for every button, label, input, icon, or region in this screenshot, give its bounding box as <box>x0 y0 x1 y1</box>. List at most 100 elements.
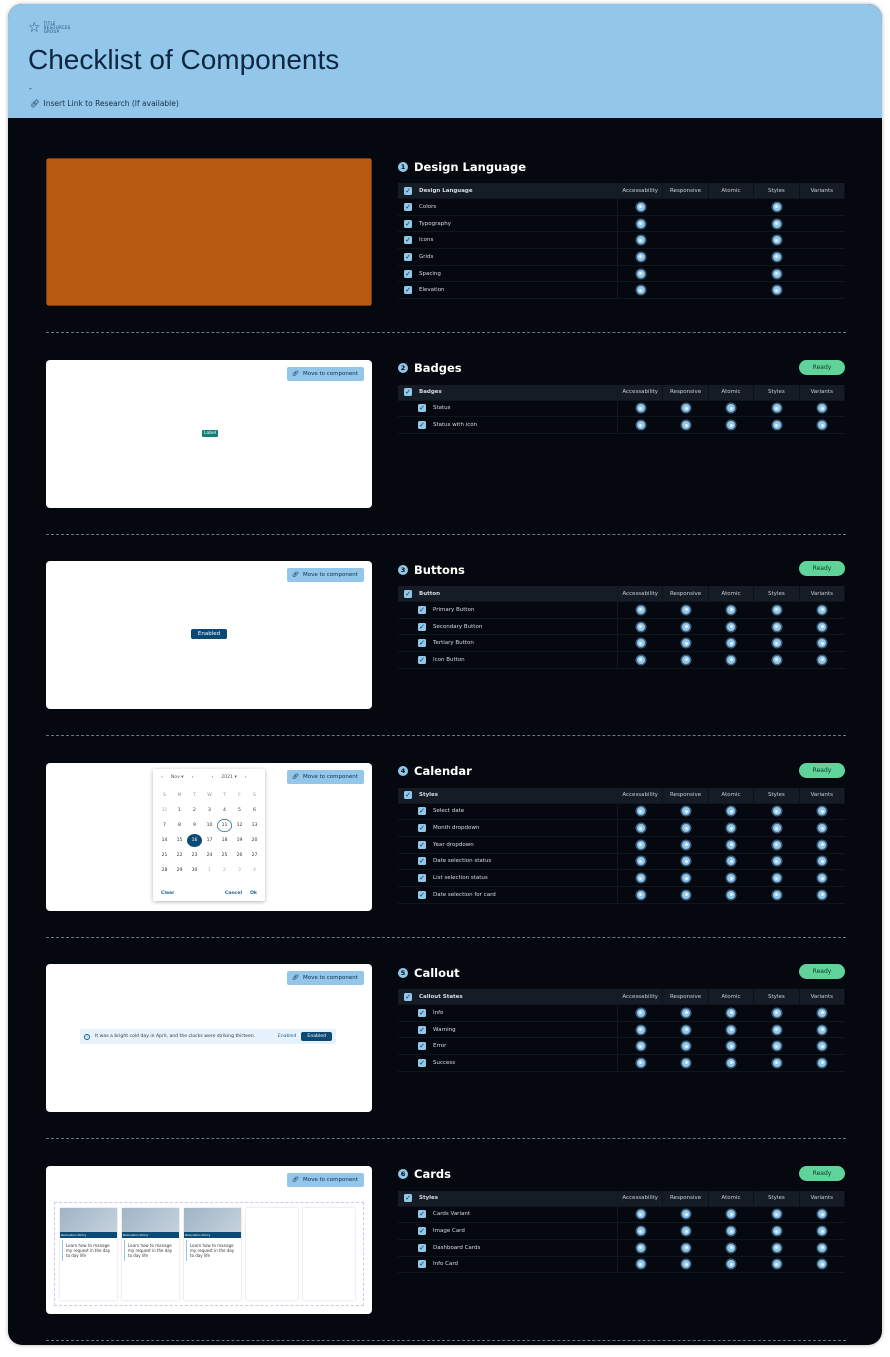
radio-dot-icon[interactable] <box>772 269 781 278</box>
calendar-day[interactable]: 13 <box>251 822 258 828</box>
radio-dot-icon[interactable] <box>727 1243 736 1252</box>
radio-dot-icon[interactable] <box>727 605 736 614</box>
radio-dot-icon[interactable] <box>682 857 691 866</box>
calendar-day[interactable]: 27 <box>251 852 258 858</box>
radio-dot-icon[interactable] <box>772 857 781 866</box>
radio-dot-icon[interactable] <box>727 1042 736 1051</box>
radio-dot-icon[interactable] <box>772 1260 781 1269</box>
radio-dot-icon[interactable] <box>772 202 781 211</box>
radio-dot-icon[interactable] <box>772 404 781 413</box>
radio-dot-icon[interactable] <box>636 252 645 261</box>
calendar-day[interactable]: 1 <box>208 867 211 873</box>
group-checkbox[interactable]: ✓ <box>404 992 412 1001</box>
calendar-day[interactable]: 22 <box>176 852 183 858</box>
radio-dot-icon[interactable] <box>636 1210 645 1219</box>
row-checkbox[interactable]: ✓ <box>418 639 426 648</box>
next-month-icon[interactable]: › <box>191 774 194 780</box>
callout-button[interactable]: Enabled <box>301 1032 332 1041</box>
radio-dot-icon[interactable] <box>818 1025 827 1034</box>
calendar-day[interactable]: 2 <box>193 807 196 813</box>
radio-dot-icon[interactable] <box>727 824 736 833</box>
radio-dot-icon[interactable] <box>727 655 736 664</box>
radio-dot-icon[interactable] <box>727 1227 736 1236</box>
radio-dot-icon[interactable] <box>727 857 736 866</box>
radio-dot-icon[interactable] <box>818 605 827 614</box>
radio-dot-icon[interactable] <box>682 1008 691 1017</box>
radio-dot-icon[interactable] <box>636 639 645 648</box>
radio-dot-icon[interactable] <box>682 1042 691 1051</box>
radio-dot-icon[interactable] <box>818 1210 827 1219</box>
calendar-day[interactable]: 4 <box>253 867 256 873</box>
radio-dot-icon[interactable] <box>772 219 781 228</box>
calendar-day[interactable]: 6 <box>253 807 256 813</box>
radio-dot-icon[interactable] <box>818 404 827 413</box>
row-checkbox[interactable]: ✓ <box>418 890 426 899</box>
radio-dot-icon[interactable] <box>772 286 781 295</box>
radio-dot-icon[interactable] <box>636 1008 645 1017</box>
radio-dot-icon[interactable] <box>636 857 645 866</box>
radio-dot-icon[interactable] <box>772 1210 781 1219</box>
row-checkbox[interactable]: ✓ <box>418 857 426 866</box>
radio-dot-icon[interactable] <box>727 1008 736 1017</box>
radio-dot-icon[interactable] <box>818 639 827 648</box>
radio-dot-icon[interactable] <box>772 421 781 430</box>
next-year-icon[interactable]: › <box>244 774 247 780</box>
row-checkbox[interactable]: ✓ <box>404 286 412 295</box>
radio-dot-icon[interactable] <box>636 1227 645 1236</box>
row-checkbox[interactable]: ✓ <box>418 605 426 614</box>
radio-dot-icon[interactable] <box>772 874 781 883</box>
radio-dot-icon[interactable] <box>636 1042 645 1051</box>
row-checkbox[interactable]: ✓ <box>418 840 426 849</box>
calendar-day[interactable]: 16 <box>187 833 202 847</box>
calendar-day[interactable]: 8 <box>178 822 181 828</box>
radio-dot-icon[interactable] <box>772 807 781 816</box>
group-checkbox[interactable]: ✓ <box>404 791 412 799</box>
radio-dot-icon[interactable] <box>818 1058 827 1067</box>
radio-dot-icon[interactable] <box>727 1210 736 1219</box>
cancel-button[interactable]: Cancel <box>224 890 243 896</box>
calendar-day[interactable]: 30 <box>191 867 198 873</box>
calendar-day[interactable]: 19 <box>236 837 243 843</box>
prev-year-icon[interactable]: ‹ <box>211 774 214 780</box>
row-checkbox[interactable]: ✓ <box>418 824 426 833</box>
radio-dot-icon[interactable] <box>682 605 691 614</box>
row-checkbox[interactable]: ✓ <box>418 404 426 413</box>
row-checkbox[interactable]: ✓ <box>418 1025 426 1034</box>
radio-dot-icon[interactable] <box>636 1025 645 1034</box>
group-checkbox[interactable]: ✓ <box>404 589 412 598</box>
calendar-day[interactable]: 25 <box>221 852 228 858</box>
row-checkbox[interactable]: ✓ <box>418 874 426 883</box>
row-checkbox[interactable]: ✓ <box>404 202 412 211</box>
calendar-day[interactable]: 4 <box>223 807 226 813</box>
calendar-day[interactable]: 28 <box>161 867 168 873</box>
radio-dot-icon[interactable] <box>727 1260 736 1269</box>
radio-dot-icon[interactable] <box>772 1008 781 1017</box>
radio-dot-icon[interactable] <box>818 1260 827 1269</box>
radio-dot-icon[interactable] <box>727 404 736 413</box>
calendar-day[interactable]: 2 <box>223 867 226 873</box>
row-checkbox[interactable]: ✓ <box>418 1058 426 1067</box>
radio-dot-icon[interactable] <box>727 421 736 430</box>
year-dropdown[interactable]: 2021 ▾ <box>221 774 237 780</box>
row-checkbox[interactable]: ✓ <box>418 1008 426 1017</box>
row-checkbox[interactable]: ✓ <box>404 236 412 245</box>
radio-dot-icon[interactable] <box>818 1008 827 1017</box>
radio-dot-icon[interactable] <box>772 840 781 849</box>
row-checkbox[interactable]: ✓ <box>404 269 412 278</box>
radio-dot-icon[interactable] <box>772 1042 781 1051</box>
radio-dot-icon[interactable] <box>818 824 827 833</box>
radio-dot-icon[interactable] <box>636 840 645 849</box>
radio-dot-icon[interactable] <box>818 655 827 664</box>
clear-button[interactable]: Clear <box>161 890 175 896</box>
row-checkbox[interactable]: ✓ <box>418 622 426 631</box>
radio-dot-icon[interactable] <box>818 874 827 883</box>
calendar-day[interactable]: 10 <box>206 822 213 828</box>
radio-dot-icon[interactable] <box>682 622 691 631</box>
radio-dot-icon[interactable] <box>727 1025 736 1034</box>
calendar-day[interactable]: 21 <box>161 852 168 858</box>
radio-dot-icon[interactable] <box>636 286 645 295</box>
calendar-day[interactable]: 15 <box>176 837 183 843</box>
radio-dot-icon[interactable] <box>636 824 645 833</box>
radio-dot-icon[interactable] <box>682 840 691 849</box>
radio-dot-icon[interactable] <box>727 807 736 816</box>
